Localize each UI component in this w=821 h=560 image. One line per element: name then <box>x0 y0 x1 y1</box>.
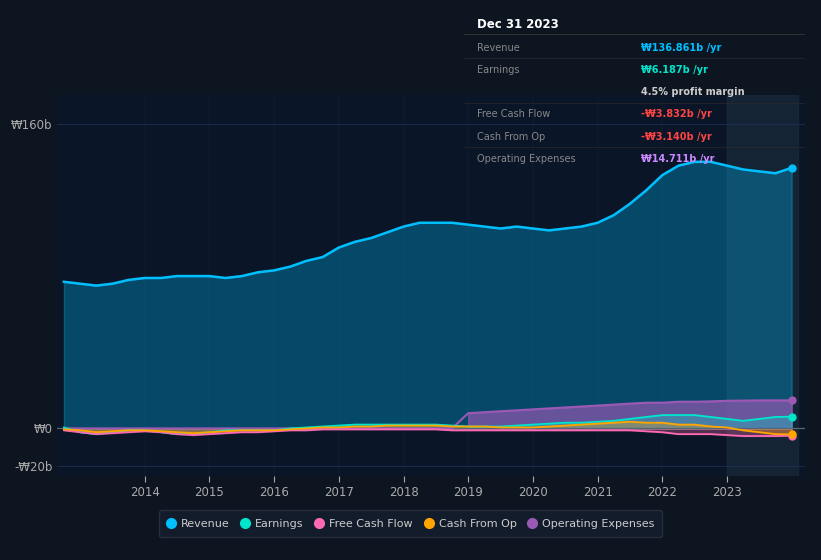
Text: Free Cash Flow: Free Cash Flow <box>478 110 551 119</box>
Bar <box>727 95 798 476</box>
Text: Revenue: Revenue <box>478 43 521 53</box>
Text: ₩14.711b /yr: ₩14.711b /yr <box>641 154 714 164</box>
Text: -₩3.140b /yr: -₩3.140b /yr <box>641 132 712 142</box>
Legend: Revenue, Earnings, Free Cash Flow, Cash From Op, Operating Expenses: Revenue, Earnings, Free Cash Flow, Cash … <box>158 510 663 537</box>
Text: -₩3.832b /yr: -₩3.832b /yr <box>641 110 712 119</box>
Text: 4.5% profit margin: 4.5% profit margin <box>641 87 745 97</box>
Text: ₩136.861b /yr: ₩136.861b /yr <box>641 43 722 53</box>
Text: Cash From Op: Cash From Op <box>478 132 546 142</box>
Text: Dec 31 2023: Dec 31 2023 <box>478 18 559 31</box>
Text: ₩6.187b /yr: ₩6.187b /yr <box>641 65 708 75</box>
Text: Earnings: Earnings <box>478 65 520 75</box>
Text: Operating Expenses: Operating Expenses <box>478 154 576 164</box>
